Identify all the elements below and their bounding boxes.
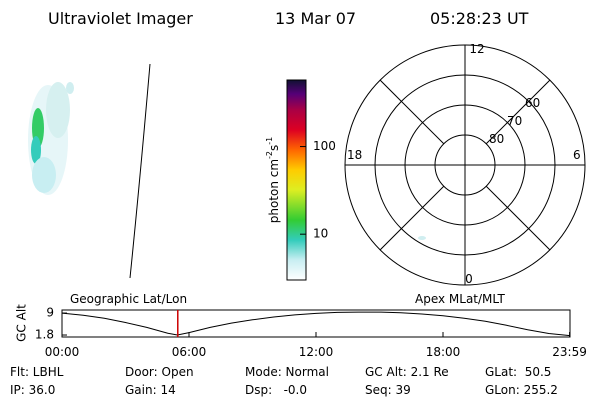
info-field: Door: Open	[125, 365, 194, 379]
lat-label: 80	[489, 132, 504, 146]
colorbar-label: photon cm-2s-1	[265, 137, 281, 224]
info-field: Mode: Normal	[245, 365, 329, 379]
altitude-line	[61, 311, 571, 337]
label-part: -2	[265, 151, 274, 159]
label-part: photon cm	[267, 159, 281, 223]
info-field: Dsp: -0.0	[245, 383, 307, 397]
x-tick-label: 06:00	[172, 345, 207, 359]
info-field: IP: 36.0	[10, 383, 55, 397]
label-part: s	[267, 145, 281, 151]
info-field: Seq: 39	[365, 383, 411, 397]
info-field: GLat: 50.5	[485, 365, 551, 379]
y-tick-label: 9	[46, 306, 54, 320]
label-part: -1	[265, 137, 274, 145]
colorbar-tick-label: 10	[313, 227, 328, 241]
mlt-label: 12	[469, 42, 484, 56]
info-field: GC Alt: 2.1 Re	[365, 365, 449, 379]
lat-label: 60	[525, 96, 540, 110]
time: 05:28:23 UT	[430, 9, 529, 28]
mlt-label: 6	[573, 148, 581, 162]
mlt-label: 18	[347, 148, 362, 162]
aurora-image	[28, 63, 426, 279]
x-tick-label: 12:00	[299, 345, 334, 359]
instrument: Ultraviolet Imager	[48, 9, 193, 28]
info-field: GLon: 255.2	[485, 383, 558, 397]
alt-ylabel: GC Alt	[15, 304, 29, 342]
colorbar	[286, 79, 307, 281]
x-tick-label: 18:00	[426, 345, 461, 359]
mlt-label: 0	[465, 272, 473, 286]
lat-label: 70	[507, 114, 522, 128]
x-tick-label: 00:00	[45, 345, 80, 359]
mlt-spoke	[485, 79, 551, 145]
colorbar-tick-label: 100	[313, 139, 336, 153]
info-field: Flt: LBHL	[10, 365, 64, 379]
x-tick-label: 23:59	[552, 345, 587, 359]
y-tick-label: 1.8	[35, 328, 54, 342]
apex-label: Apex MLat/MLT	[415, 292, 505, 306]
date: 13 Mar 07	[275, 9, 356, 28]
info-field: Gain: 14	[125, 383, 176, 397]
mlt-spoke	[379, 185, 445, 251]
mlt-spoke	[485, 185, 551, 251]
mlt-spoke	[379, 79, 445, 145]
geo-label: Geographic Lat/Lon	[70, 292, 187, 306]
